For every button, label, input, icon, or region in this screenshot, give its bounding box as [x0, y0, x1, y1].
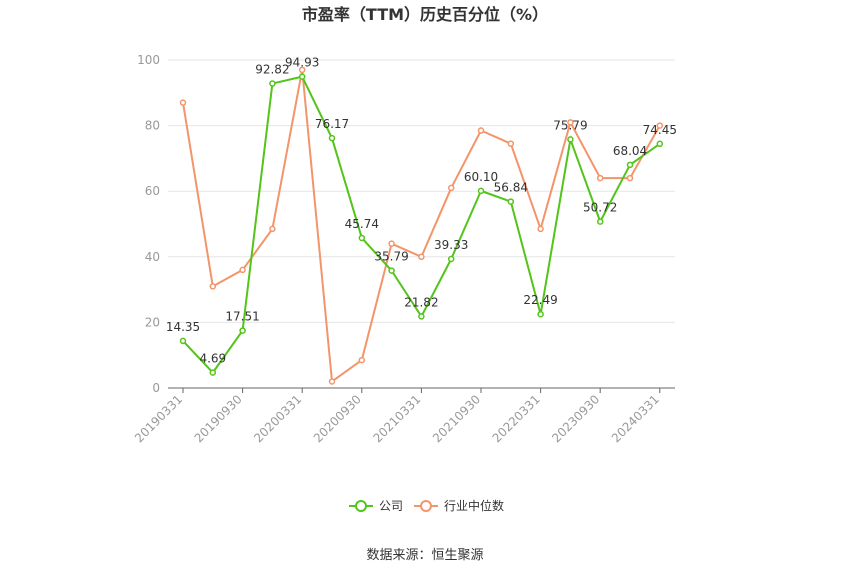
legend-label: 行业中位数	[444, 498, 504, 513]
data-label: 74.45	[643, 123, 677, 137]
grid	[168, 59, 675, 323]
data-point[interactable]	[358, 356, 366, 364]
data-point[interactable]	[626, 161, 634, 169]
source-note: 数据来源：恒生聚源	[366, 548, 483, 563]
x-tick-label: 20210331	[370, 392, 423, 445]
data-point[interactable]	[656, 122, 664, 129]
data-point[interactable]	[567, 136, 574, 143]
y-tick-label: 80	[145, 119, 160, 133]
data-point[interactable]	[507, 140, 515, 147]
data-point[interactable]	[179, 337, 187, 345]
data-point[interactable]	[358, 234, 366, 242]
series-layer	[179, 66, 664, 385]
legend-item-industry-median[interactable]: 行业中位数	[414, 498, 504, 513]
data-point[interactable]	[477, 187, 485, 195]
x-tick-label: 20200930	[311, 392, 364, 445]
data-label: 60.10	[464, 170, 498, 184]
data-label: 22.49	[523, 293, 557, 307]
series-industry-median	[179, 66, 664, 385]
data-label: 14.35	[166, 320, 200, 334]
data-point[interactable]	[596, 218, 604, 225]
data-point[interactable]	[298, 73, 306, 80]
data-point[interactable]	[507, 198, 515, 205]
data-label: 75.79	[553, 118, 587, 132]
data-point[interactable]	[328, 378, 336, 385]
data-point[interactable]	[269, 225, 276, 233]
x-tick-label: 20230930	[549, 392, 602, 445]
data-point[interactable]	[418, 313, 425, 320]
x-tick-label: 20240331	[609, 392, 662, 445]
data-label: 92.82	[255, 63, 289, 77]
data-point[interactable]	[209, 369, 217, 376]
legend-label: 公司	[379, 499, 403, 513]
data-point[interactable]	[537, 225, 544, 233]
data-label: 45.74	[345, 217, 379, 231]
data-point[interactable]	[298, 66, 306, 74]
data-point[interactable]	[656, 140, 664, 148]
legend-item-company[interactable]: 公司	[349, 499, 403, 513]
data-point[interactable]	[567, 119, 574, 126]
data-point[interactable]	[239, 327, 246, 334]
legend-marker	[420, 500, 432, 512]
data-point[interactable]	[596, 174, 604, 182]
series-company	[179, 73, 664, 376]
data-label: 4.69	[199, 352, 226, 366]
series-line	[182, 75, 661, 374]
legend[interactable]: 公司 行业中位数	[349, 498, 504, 513]
data-point[interactable]	[418, 253, 425, 261]
data-point[interactable]	[328, 134, 336, 142]
data-point[interactable]	[209, 283, 217, 290]
data-label: 94.93	[285, 56, 319, 70]
data-point[interactable]	[388, 267, 395, 274]
data-point[interactable]	[477, 127, 485, 134]
data-label: 76.17	[315, 117, 349, 131]
data-label: 39.33	[434, 238, 468, 252]
y-tick-label: 100	[137, 53, 160, 67]
data-point[interactable]	[626, 174, 634, 182]
x-tick-label: 20200331	[251, 392, 304, 445]
y-tick-label: 0	[152, 381, 160, 395]
data-point[interactable]	[179, 99, 187, 106]
data-point[interactable]	[388, 240, 395, 247]
x-tick-label: 20190930	[192, 392, 245, 445]
x-tick-label: 20210930	[430, 392, 483, 445]
data-label: 21.82	[404, 295, 438, 309]
legend-marker	[355, 500, 367, 512]
data-label: 50.72	[583, 201, 617, 215]
data-point[interactable]	[447, 255, 455, 263]
x-tick-label: 20220331	[490, 392, 543, 445]
x-tick-label: 20190331	[132, 392, 185, 445]
data-label: 56.84	[494, 181, 528, 195]
data-point[interactable]	[537, 310, 544, 318]
chart-title: 市盈率（TTM）历史百分位（%）	[302, 5, 548, 24]
data-point[interactable]	[239, 266, 246, 274]
data-label: 17.51	[225, 310, 259, 324]
y-tick-label: 20	[145, 315, 160, 329]
y-tick-label: 60	[145, 184, 160, 198]
data-point[interactable]	[447, 184, 455, 192]
data-label: 68.04	[613, 144, 647, 158]
data-label: 35.79	[374, 250, 408, 264]
y-tick-label: 40	[145, 250, 160, 264]
data-point[interactable]	[269, 80, 276, 87]
